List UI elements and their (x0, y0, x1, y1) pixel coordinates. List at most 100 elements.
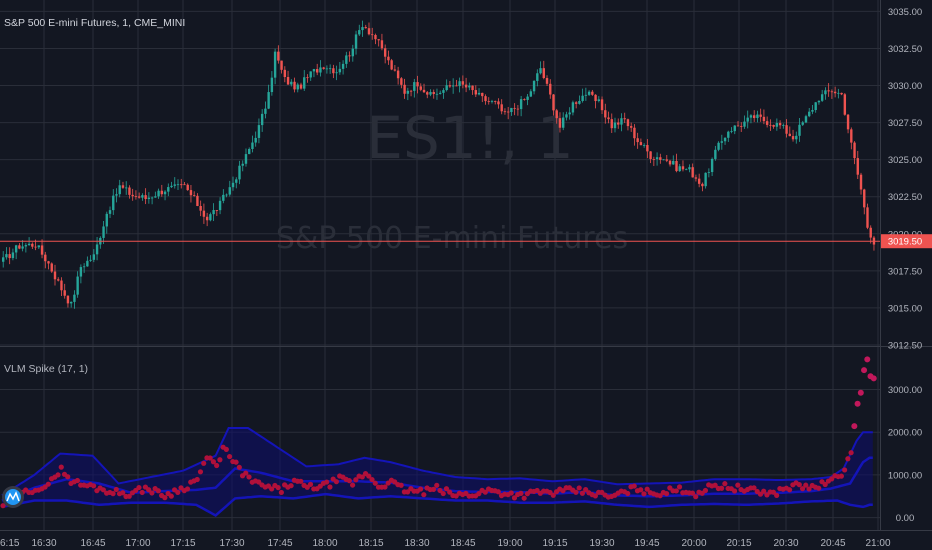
candle-body (850, 129, 853, 143)
candle-body (562, 117, 565, 128)
volume-dot (829, 476, 835, 482)
price-axis[interactable]: 3035.00 3032.50 3030.00 3027.50 3025.00 3022.… (881, 7, 932, 352)
volume-dot (91, 483, 97, 489)
candle-body (859, 174, 863, 190)
candle-body (791, 136, 795, 140)
candle-body (53, 271, 57, 280)
indicator-tick-label: 3000.00 (888, 385, 922, 396)
volume-dot (443, 486, 450, 492)
indicator-title[interactable]: VLM Spike (17, 1) (4, 363, 88, 375)
candle-body (95, 244, 99, 255)
candle-body (707, 172, 711, 173)
candle-body (506, 111, 510, 113)
indicator-axis[interactable]: 3000.00 2000.00 1000.00 0.00 (888, 385, 922, 524)
candle-body (244, 154, 248, 164)
candle-body (89, 259, 92, 261)
candle-body (762, 116, 766, 122)
price-tick-label: 3025.00 (888, 155, 922, 166)
time-tick-label: 16:45 (80, 538, 105, 549)
volume-dot (735, 482, 741, 488)
candle-body (222, 194, 225, 201)
volume-dot (550, 492, 556, 498)
candle-body (299, 84, 303, 89)
candle-body (367, 28, 371, 35)
candle-body (824, 90, 827, 95)
volume-dot (676, 484, 683, 490)
candle-body (765, 121, 769, 125)
volume-dot (110, 491, 116, 497)
volume-dot (269, 486, 275, 492)
volume-dot (327, 484, 333, 490)
time-tick-label: 18:45 (450, 538, 475, 549)
candle-body (697, 178, 701, 184)
candle-body (215, 210, 219, 211)
volume-dot (278, 489, 284, 496)
time-tick-label: 20:15 (726, 538, 751, 549)
candle-body (439, 92, 442, 94)
time-tick-label: 21:00 (865, 538, 890, 549)
volume-dot (761, 488, 767, 494)
volume-dot (194, 476, 200, 483)
volume-dot (246, 474, 252, 480)
volume-dot (870, 375, 877, 382)
candle-body (335, 72, 338, 74)
volume-dot (689, 490, 696, 496)
chart-title[interactable]: S&P 500 E-mini Futures, 1, CME_MINI (4, 17, 185, 29)
volume-dot (447, 489, 453, 495)
candle-body (79, 267, 83, 277)
candle-body (578, 100, 581, 104)
candle-body (257, 125, 261, 138)
candle-body (830, 91, 834, 93)
candle-body (413, 82, 416, 91)
candle-body (218, 200, 222, 211)
candle-body (409, 90, 413, 92)
candle-body (69, 301, 73, 304)
volume-dot (184, 486, 191, 492)
volume-dot (113, 486, 119, 493)
candle-body (853, 142, 856, 159)
candle-body (610, 119, 613, 129)
candle-body (293, 81, 296, 90)
time-axis[interactable]: 6:15 16:30 16:45 17:00 17:15 17:30 17:45 18:00 1… (0, 538, 891, 549)
volume-dot (845, 456, 851, 462)
volume-dot (175, 489, 181, 496)
candle-body (672, 160, 675, 165)
candle-body (86, 260, 89, 267)
volume-dot (854, 400, 861, 407)
last-price-label: 3019.50 (888, 237, 922, 248)
candle-body (604, 110, 607, 118)
price-pane[interactable] (0, 20, 880, 309)
volume-dot (518, 490, 524, 496)
indicator-pane[interactable] (0, 356, 877, 518)
candle-body (63, 290, 66, 296)
candle-body (277, 51, 280, 61)
candle-body (11, 252, 15, 259)
volume-dot (333, 479, 340, 485)
time-tick-label: 17:45 (267, 538, 292, 549)
candle-body (778, 123, 782, 126)
indicator-tick-label: 1000.00 (888, 470, 922, 481)
tradingview-logo-icon[interactable] (2, 486, 24, 508)
volume-dot (207, 455, 213, 461)
candle-body (600, 99, 604, 111)
volume-dot (162, 495, 168, 501)
candle-body (772, 125, 775, 127)
price-tick-label: 3032.50 (888, 44, 922, 55)
candle-body (183, 184, 186, 186)
volume-dot (405, 489, 411, 495)
volume-dot (799, 486, 806, 492)
candle-body (160, 190, 164, 195)
candle-body (280, 60, 283, 70)
candle-body (723, 137, 727, 142)
volume-dot (307, 481, 314, 487)
candle-body (846, 114, 850, 130)
candle-body (400, 78, 403, 85)
candle-body (568, 112, 571, 115)
volume-dot (201, 460, 207, 466)
candle-body (267, 92, 270, 109)
candle-body (199, 205, 202, 211)
candle-body (785, 125, 788, 134)
candle-body (170, 185, 173, 188)
candle-body (581, 95, 584, 101)
